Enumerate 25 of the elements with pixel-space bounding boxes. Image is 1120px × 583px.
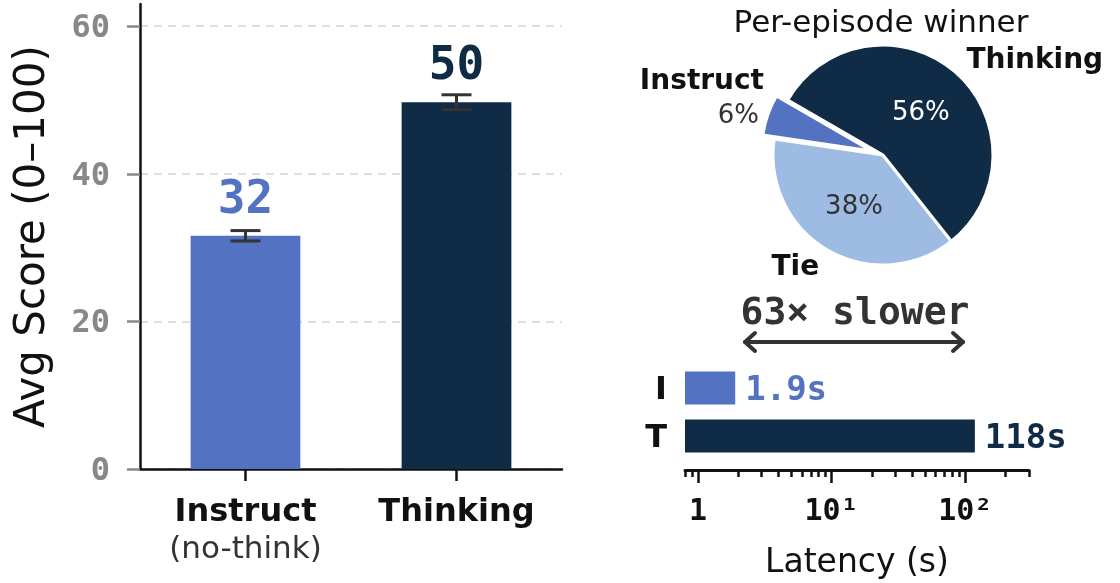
x-tick-label: Thinking — [378, 491, 535, 529]
y-tick-label: 0 — [90, 450, 110, 488]
data-label: 38% — [825, 190, 883, 221]
y-axis-title: Avg Score (0–100) — [4, 45, 54, 428]
y-tick-label: 20 — [71, 302, 110, 341]
x-tick-label: 1 — [688, 491, 707, 527]
x-axis-title: Latency (s) — [765, 541, 949, 580]
y-tick-label: I — [655, 369, 667, 407]
x-tick-label: Instruct (no-think) — [169, 491, 322, 565]
data-label: 118s — [984, 416, 1067, 456]
y-tick-label: T — [645, 417, 668, 455]
data-label: 6% — [717, 98, 760, 129]
y-tick-label: 40 — [71, 154, 110, 193]
x-tick-label: 10¹ — [804, 491, 859, 527]
slice-label: Thinking — [966, 41, 1104, 75]
data-label: 56% — [892, 96, 950, 127]
data-label: 50 — [428, 36, 485, 91]
data-label: 32 — [217, 169, 274, 224]
slice-label: Instruct — [639, 63, 765, 97]
slice-label: Tie — [771, 249, 820, 282]
text: 63× slower — [740, 289, 970, 333]
x-tick-label: 10² — [938, 491, 993, 527]
data-label: 1.9s — [745, 368, 828, 408]
y-tick-label: 60 — [71, 7, 110, 46]
chart-title: Per-episode winner — [733, 2, 1029, 39]
